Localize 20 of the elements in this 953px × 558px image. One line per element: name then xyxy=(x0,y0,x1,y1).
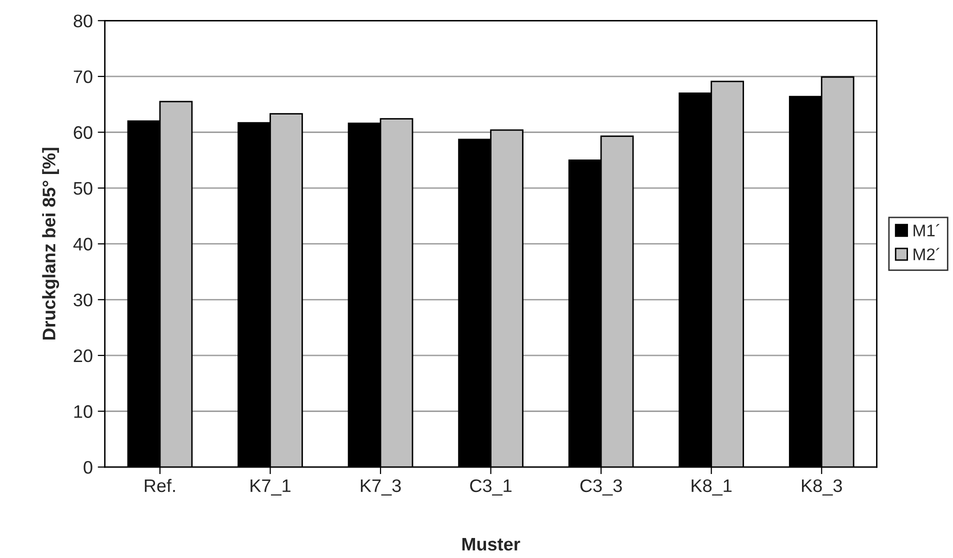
y-tick-label: 0 xyxy=(84,460,92,474)
x-tick-label: K7_1 xyxy=(250,480,290,496)
y-tick-label: 60 xyxy=(74,126,92,139)
y-tick-label: 70 xyxy=(74,70,92,84)
x-tick-label: K7_3 xyxy=(360,479,401,496)
y-tick-label: 80 xyxy=(74,14,92,28)
y-tick-label: 20 xyxy=(74,349,92,362)
legend-label: M1´ xyxy=(914,224,940,236)
legend-label: M2´ xyxy=(914,248,940,260)
x-tick-label: K8_3 xyxy=(802,479,842,496)
y-axis-title: Druckglanz bei 85° [%] xyxy=(42,148,60,340)
y-tick-label: 40 xyxy=(73,238,92,251)
y-tick-label: 10 xyxy=(74,405,92,418)
x-axis-title: Muster xyxy=(462,538,520,551)
y-tick-label: 50 xyxy=(74,182,92,195)
x-tick-label: C3_3 xyxy=(580,479,622,496)
x-tick-label: Ref. xyxy=(144,478,175,492)
y-tick-label: 30 xyxy=(74,294,92,306)
x-tick-label: C3_1 xyxy=(470,479,512,496)
x-tick-label: K8_1 xyxy=(692,479,732,496)
